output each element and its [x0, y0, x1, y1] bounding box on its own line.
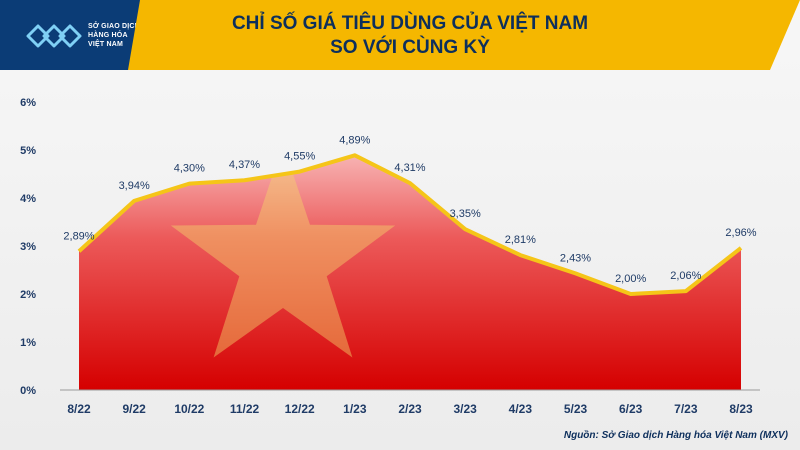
chart-title-line2: SO VỚI CÙNG KỲ	[330, 37, 490, 58]
chart-title-line1: CHỈ SỐ GIÁ TIÊU DÙNG CỦA VIỆT NAM	[231, 13, 589, 34]
data-label: 2,81%	[505, 234, 536, 246]
logo-text-line3: VIỆT NAM	[88, 41, 124, 48]
x-tick-label: 8/23	[729, 402, 753, 416]
x-tick-label: 5/23	[564, 402, 588, 416]
logo-text: SỞ GIAO DỊCH HÀNG HÓA VIỆT NAM	[88, 22, 140, 49]
data-label: 4,55%	[284, 151, 315, 163]
y-tick-label: 2%	[20, 289, 36, 301]
y-tick-label: 0%	[20, 385, 36, 397]
y-tick-label: 1%	[20, 337, 36, 349]
data-label: 2,96%	[725, 227, 756, 239]
source-note: Nguồn: Sở Giao dịch Hàng hóa Việt Nam (M…	[563, 430, 788, 441]
star-icon	[170, 155, 396, 358]
x-tick-label: 11/22	[230, 402, 260, 416]
logo-text-line1: SỞ GIAO DỊCH	[88, 23, 140, 30]
logo-mark-icon	[26, 24, 82, 48]
y-tick-label: 5%	[20, 145, 36, 157]
data-label: 2,06%	[670, 270, 701, 282]
y-tick-label: 4%	[20, 193, 36, 205]
x-tick-label: 7/23	[674, 402, 698, 416]
area-fill	[79, 155, 741, 390]
y-tick-label: 6%	[20, 97, 36, 109]
data-label: 4,37%	[229, 159, 260, 171]
series-line	[77, 153, 743, 296]
data-label: 4,31%	[394, 162, 425, 174]
x-tick-label: 2/23	[398, 402, 422, 416]
x-tick-label: 9/22	[122, 402, 146, 416]
y-tick-label: 3%	[20, 241, 36, 253]
logo: SỞ GIAO DỊCH HÀNG HÓA VIỆT NAM	[0, 0, 140, 70]
x-tick-label: 4/23	[509, 402, 533, 416]
x-tick-label: 6/23	[619, 402, 643, 416]
chart-title: CHỈ SỐ GIÁ TIÊU DÙNG CỦA VIỆT NAM SO VỚI…	[170, 12, 650, 60]
data-label: 3,94%	[119, 180, 150, 192]
data-label: 2,89%	[63, 230, 94, 242]
x-tick-label: 8/22	[67, 402, 91, 416]
x-tick-label: 10/22	[174, 402, 204, 416]
x-tick-label: 12/22	[285, 402, 315, 416]
logo-text-line2: HÀNG HÓA	[88, 32, 128, 39]
data-label: 3,35%	[450, 208, 481, 220]
x-tick-label: 1/23	[343, 402, 367, 416]
data-label: 4,89%	[339, 134, 370, 146]
data-label: 2,43%	[560, 252, 591, 264]
data-label: 4,30%	[174, 163, 205, 175]
data-label: 2,00%	[615, 273, 646, 285]
x-tick-label: 3/23	[453, 402, 477, 416]
